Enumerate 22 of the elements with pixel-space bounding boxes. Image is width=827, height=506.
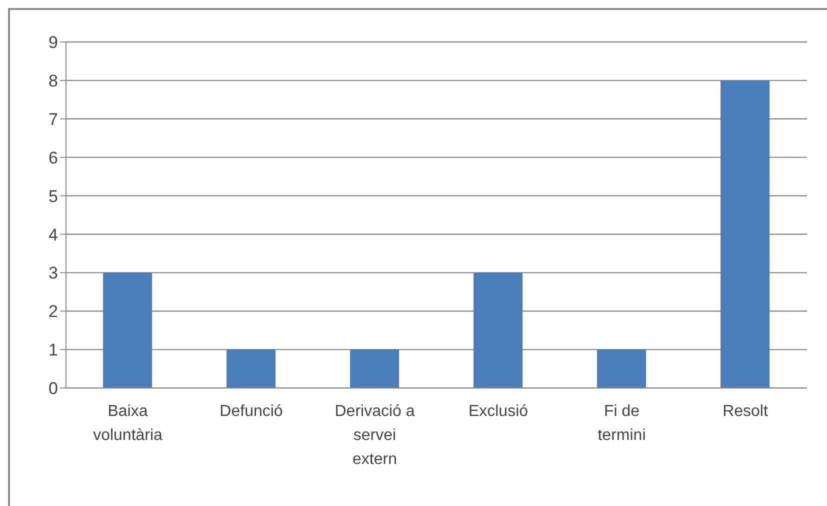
y-tick-label: 0 xyxy=(48,379,58,398)
y-tick-label: 4 xyxy=(48,225,58,244)
y-tick-label: 9 xyxy=(48,33,58,52)
y-tick-label: 5 xyxy=(48,186,58,206)
y-tick-label: 7 xyxy=(48,110,58,129)
y-tick-label: 8 xyxy=(48,71,58,90)
x-tick-label: Baixa voluntària xyxy=(93,403,163,444)
y-tick-label: 6 xyxy=(48,148,58,168)
x-tick-label: Exclusió xyxy=(468,403,528,420)
bar xyxy=(103,272,152,388)
bar xyxy=(720,80,770,388)
x-tick-label: Defunció xyxy=(220,403,283,420)
bar xyxy=(350,350,400,388)
x-tick-label: Derivació a servei extern xyxy=(334,403,415,468)
y-tick-label: 1 xyxy=(48,340,58,360)
bar xyxy=(474,272,523,388)
x-tick-label: Fi de termini xyxy=(598,403,646,444)
bar xyxy=(226,350,276,388)
x-tick-label: Resolt xyxy=(722,403,768,420)
y-tick-label: 3 xyxy=(48,264,58,283)
y-tick-label: 2 xyxy=(48,302,58,322)
bar xyxy=(597,350,646,388)
